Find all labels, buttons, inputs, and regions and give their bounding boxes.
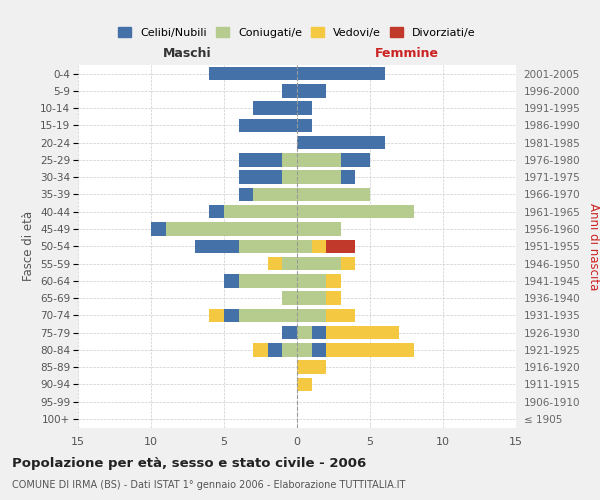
Bar <box>283 170 297 184</box>
Bar <box>224 205 297 218</box>
Bar <box>239 170 283 184</box>
Bar <box>239 188 253 201</box>
Text: Femmine: Femmine <box>374 47 439 60</box>
Bar <box>209 308 224 322</box>
Bar <box>311 240 326 253</box>
Text: COMUNE DI IRMA (BS) - Dati ISTAT 1° gennaio 2006 - Elaborazione TUTTITALIA.IT: COMUNE DI IRMA (BS) - Dati ISTAT 1° genn… <box>12 480 406 490</box>
Bar <box>224 308 239 322</box>
Bar <box>326 274 341 287</box>
Bar <box>239 118 297 132</box>
Bar <box>209 205 224 218</box>
Bar <box>297 326 311 340</box>
Bar <box>326 292 341 305</box>
Bar <box>341 153 370 166</box>
Bar <box>209 67 297 80</box>
Bar <box>297 292 326 305</box>
Bar <box>297 257 341 270</box>
Bar <box>341 170 355 184</box>
Bar <box>253 102 297 115</box>
Text: Maschi: Maschi <box>163 47 212 60</box>
Bar <box>239 240 297 253</box>
Bar <box>297 240 311 253</box>
Bar <box>239 274 297 287</box>
Bar <box>283 257 297 270</box>
Text: Popolazione per età, sesso e stato civile - 2006: Popolazione per età, sesso e stato civil… <box>12 458 366 470</box>
Bar <box>253 188 297 201</box>
Bar <box>268 257 283 270</box>
Bar <box>326 308 355 322</box>
Bar <box>326 326 399 340</box>
Bar <box>283 292 297 305</box>
Bar <box>283 326 297 340</box>
Bar <box>283 153 297 166</box>
Bar <box>283 84 297 98</box>
Bar <box>297 274 326 287</box>
Bar <box>239 308 297 322</box>
Bar <box>151 222 166 235</box>
Bar <box>268 343 283 356</box>
Bar <box>297 378 311 391</box>
Bar <box>297 222 341 235</box>
Bar <box>297 84 326 98</box>
Bar <box>297 360 326 374</box>
Bar <box>326 343 414 356</box>
Bar <box>253 343 268 356</box>
Bar <box>297 118 311 132</box>
Y-axis label: Anni di nascita: Anni di nascita <box>587 202 600 290</box>
Bar <box>297 102 311 115</box>
Bar <box>311 343 326 356</box>
Bar <box>297 136 385 149</box>
Bar <box>239 153 283 166</box>
Bar <box>297 67 385 80</box>
Bar <box>224 274 239 287</box>
Bar <box>283 343 297 356</box>
Bar <box>297 343 311 356</box>
Bar <box>326 240 355 253</box>
Bar <box>297 153 341 166</box>
Bar <box>297 205 414 218</box>
Y-axis label: Fasce di età: Fasce di età <box>22 211 35 282</box>
Bar <box>341 257 355 270</box>
Legend: Celibi/Nubili, Coniugati/e, Vedovi/e, Divorziati/e: Celibi/Nubili, Coniugati/e, Vedovi/e, Di… <box>115 24 479 41</box>
Bar <box>297 188 370 201</box>
Bar <box>297 170 341 184</box>
Bar <box>297 308 326 322</box>
Bar <box>166 222 297 235</box>
Bar <box>311 326 326 340</box>
Bar <box>195 240 239 253</box>
